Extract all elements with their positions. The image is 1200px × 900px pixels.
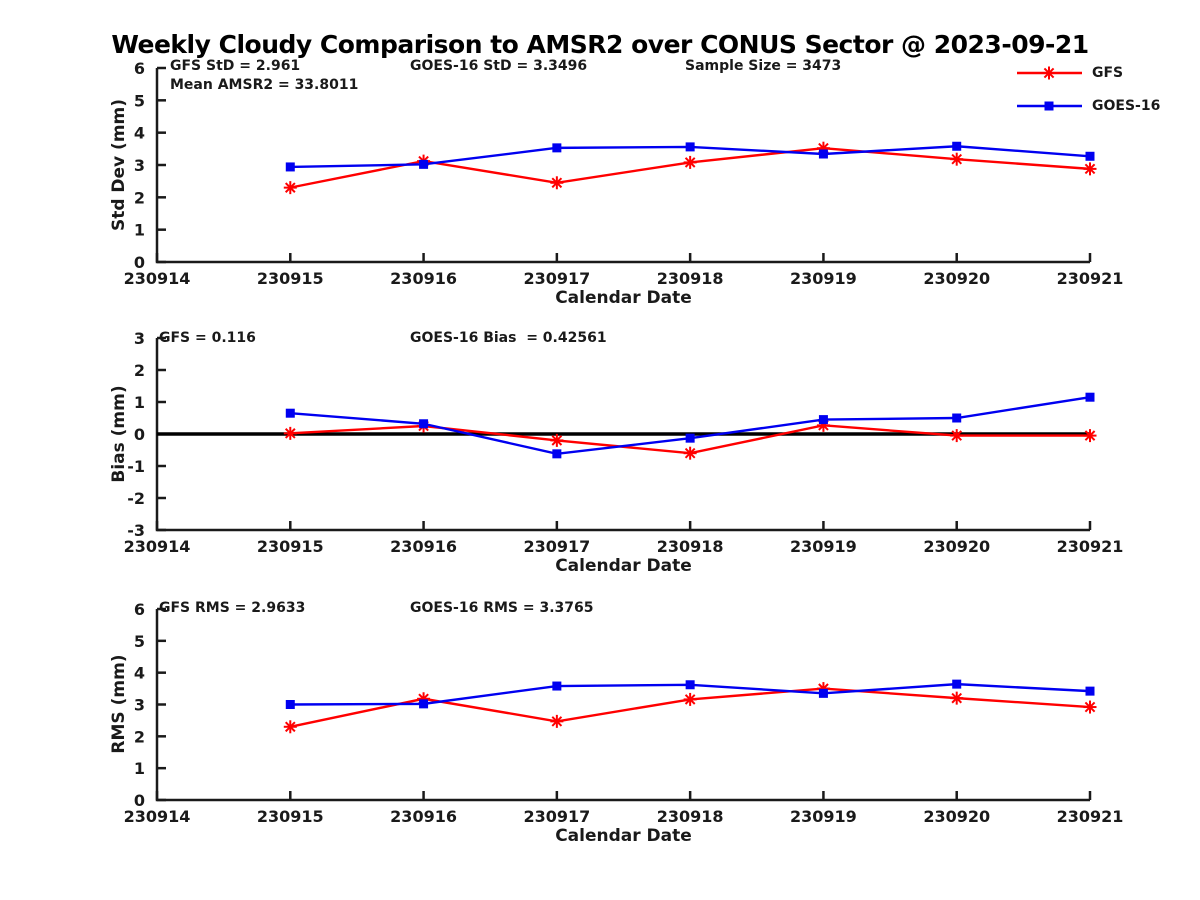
svg-text:3: 3	[134, 329, 145, 348]
rms-x-axis-label: Calendar Date	[555, 826, 692, 846]
svg-text:3: 3	[134, 156, 145, 175]
annotation-gfs-bias: GFS = 0.116	[159, 330, 256, 346]
svg-text:230918: 230918	[657, 537, 724, 556]
svg-text:230920: 230920	[923, 807, 990, 826]
legend-label-gfs: GFS	[1092, 65, 1124, 81]
rms-y-axis-label: RMS (mm)	[109, 654, 129, 754]
svg-text:2: 2	[134, 727, 145, 746]
svg-text:5: 5	[134, 91, 145, 110]
legend: GFS GOES-16	[1016, 64, 1160, 115]
svg-text:2: 2	[134, 188, 145, 207]
goes16-line-square-icon	[1017, 101, 1082, 111]
svg-text:230914: 230914	[124, 269, 191, 288]
svg-text:-3: -3	[127, 521, 145, 540]
svg-text:230920: 230920	[923, 269, 990, 288]
svg-text:230921: 230921	[1057, 269, 1124, 288]
svg-text:230916: 230916	[390, 537, 457, 556]
annotation-goes16-bias: GOES-16 Bias = 0.42561	[410, 330, 607, 346]
svg-text:230915: 230915	[257, 269, 324, 288]
gfs-line-star-icon	[1017, 66, 1082, 80]
svg-text:230916: 230916	[390, 807, 457, 826]
svg-text:2: 2	[134, 361, 145, 380]
legend-item-gfs: GFS	[1016, 64, 1160, 82]
svg-text:230915: 230915	[257, 537, 324, 556]
annotation-gfs-rms: GFS RMS = 2.9633	[159, 600, 306, 616]
annotation-gfs-std: GFS StD = 2.961	[170, 58, 301, 74]
svg-text:230914: 230914	[124, 807, 191, 826]
svg-text:0: 0	[134, 425, 145, 444]
svg-text:230920: 230920	[923, 537, 990, 556]
svg-text:4: 4	[134, 664, 145, 683]
bias-y-axis-label: Bias (mm)	[109, 385, 129, 483]
svg-text:1: 1	[134, 393, 145, 412]
svg-text:0: 0	[134, 253, 145, 272]
svg-text:230917: 230917	[523, 537, 590, 556]
svg-text:0: 0	[134, 791, 145, 810]
svg-text:230921: 230921	[1057, 537, 1124, 556]
annotation-goes16-rms: GOES-16 RMS = 3.3765	[410, 600, 594, 616]
bias-x-axis-label: Calendar Date	[555, 556, 692, 576]
svg-text:5: 5	[134, 632, 145, 651]
svg-text:3: 3	[134, 696, 145, 715]
svg-text:230919: 230919	[790, 269, 857, 288]
legend-item-goes16: GOES-16	[1016, 97, 1160, 115]
svg-text:230919: 230919	[790, 807, 857, 826]
svg-text:230918: 230918	[657, 269, 724, 288]
svg-text:-1: -1	[127, 457, 145, 476]
svg-text:6: 6	[134, 59, 145, 78]
svg-text:230918: 230918	[657, 807, 724, 826]
stddev-x-axis-label: Calendar Date	[555, 288, 692, 308]
annotation-mean-amsr2: Mean AMSR2 = 33.8011	[170, 77, 359, 93]
svg-text:230915: 230915	[257, 807, 324, 826]
annotation-goes16-std: GOES-16 StD = 3.3496	[410, 58, 588, 74]
svg-text:-2: -2	[127, 489, 145, 508]
annotation-sample-size: Sample Size = 3473	[685, 58, 842, 74]
legend-label-goes16: GOES-16	[1092, 98, 1161, 114]
svg-text:6: 6	[134, 600, 145, 619]
svg-text:230919: 230919	[790, 537, 857, 556]
svg-text:230917: 230917	[523, 269, 590, 288]
svg-text:1: 1	[134, 221, 145, 240]
svg-text:230917: 230917	[523, 807, 590, 826]
stddev-y-axis-label: Std Dev (mm)	[109, 98, 129, 232]
svg-text:230916: 230916	[390, 269, 457, 288]
svg-text:230914: 230914	[124, 537, 191, 556]
svg-text:4: 4	[134, 124, 145, 143]
svg-text:1: 1	[134, 759, 145, 778]
svg-text:230921: 230921	[1057, 807, 1124, 826]
chart-title: Weekly Cloudy Comparison to AMSR2 over C…	[111, 30, 1089, 59]
